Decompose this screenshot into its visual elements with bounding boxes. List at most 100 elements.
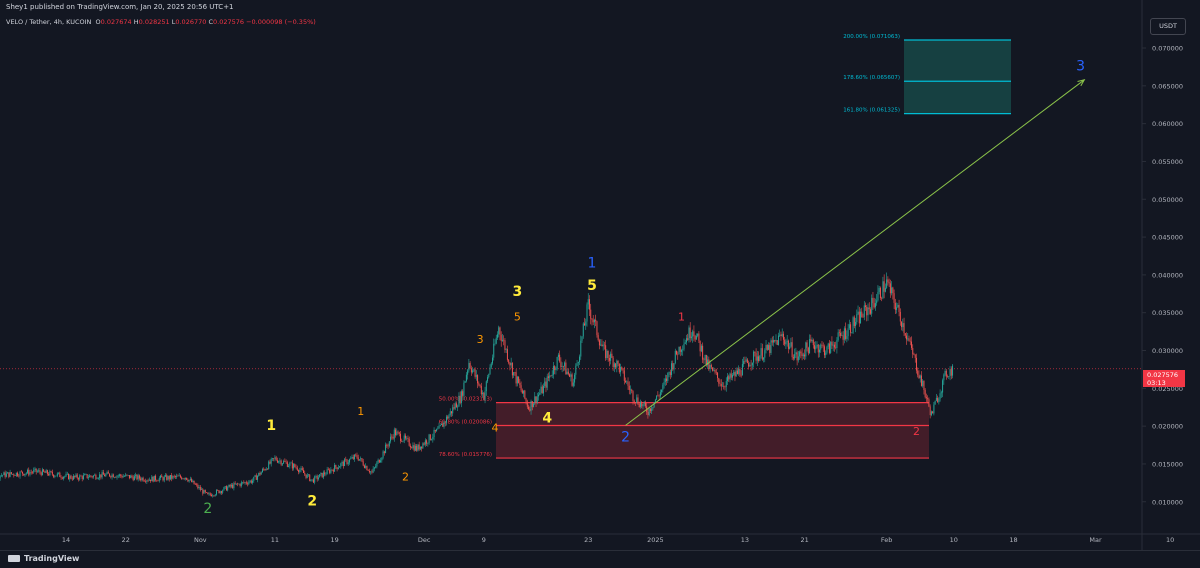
candle-body [232,484,234,489]
candle-body [340,463,342,467]
candle-body [922,380,924,386]
candle-body [676,350,678,355]
candle-body [356,455,358,458]
candle-body [493,343,495,358]
candle-body [533,403,535,408]
candle-body [422,443,424,449]
candle-body [683,344,685,350]
candle-body [463,382,465,396]
candle-body [18,475,20,477]
candle-body [312,479,314,483]
candle-body [639,402,641,408]
candle-body [204,490,206,493]
candle-body [361,458,363,462]
candle-body [662,384,664,390]
candle-body [648,408,650,416]
candle-body [171,475,173,479]
candle-body [805,342,807,357]
candle-body [441,423,443,426]
candle-body [760,348,762,356]
candle-body [438,425,440,429]
candle-body [908,338,910,342]
candle-body [538,394,540,397]
fib-support-label: 78.60% (0.015776) [439,452,492,458]
candle-body [242,482,244,483]
candle-body [366,465,368,471]
candle-body [902,323,904,328]
candle-body [416,445,418,451]
candle-body [351,456,353,459]
candle-body [756,356,758,361]
candle-body [846,336,848,339]
candle-body [245,482,247,484]
candle-body [239,483,241,486]
candle-body [717,372,719,379]
candle-body [43,469,45,472]
candle-body [298,470,300,472]
candle-body [105,474,107,477]
x-tick-label: 9 [482,536,486,544]
candle-body [234,483,236,485]
candle-body [276,460,278,463]
candle-body [504,340,506,350]
candle-body [561,366,563,367]
x-tick-label: Dec [418,536,431,544]
candle-body [861,311,863,317]
candle-body [851,332,853,334]
candle-body [228,484,230,488]
candle-body [87,477,89,478]
candle-body [913,354,915,355]
candle-body [759,355,761,362]
candle-body [944,370,946,375]
candle-body [434,429,436,432]
candle-body [117,475,119,477]
candle-body [179,475,181,478]
candle-body [550,375,552,377]
candle-body [388,441,390,447]
publish-info: Shey1 published on TradingView.com, Jan … [6,3,234,11]
candle-body [933,404,935,414]
candle-body [852,317,854,333]
candle-body [832,344,834,346]
candle-body [883,281,885,292]
candle-body [915,357,917,371]
candle-body [367,470,369,471]
candle-body [506,349,508,360]
candle-body [421,446,423,449]
candle-body [855,322,857,326]
candle-body [58,472,60,474]
candle-body [398,432,400,434]
currency-button[interactable]: USDT [1150,18,1186,35]
candle-body [462,391,464,396]
candle-body [485,381,487,392]
candle-body [894,302,896,310]
candle-body [468,362,470,371]
candle-body [601,344,603,347]
candle-body [304,473,306,475]
candle-body [275,457,277,461]
candle-body [743,361,745,365]
candle-body [499,327,501,335]
candle-body [79,475,81,480]
candle-body [898,304,900,312]
tradingview-logo[interactable]: TradingView [8,554,79,563]
candle-body [520,385,522,391]
candle-body [257,475,259,480]
candle-body [656,395,658,400]
candle-body [530,401,532,411]
candle-body [827,343,829,347]
low-label: L [171,18,176,26]
candle-body [102,472,104,475]
candle-body [702,345,704,360]
candle-body [355,454,357,456]
candle-body [278,461,280,463]
candle-body [324,472,326,475]
candle-body [776,340,778,345]
candle-body [401,440,403,442]
candle-body [791,342,793,358]
candle-body [566,371,568,375]
candle-body [386,444,388,446]
candle-body [294,464,296,467]
candle-body [192,480,194,483]
